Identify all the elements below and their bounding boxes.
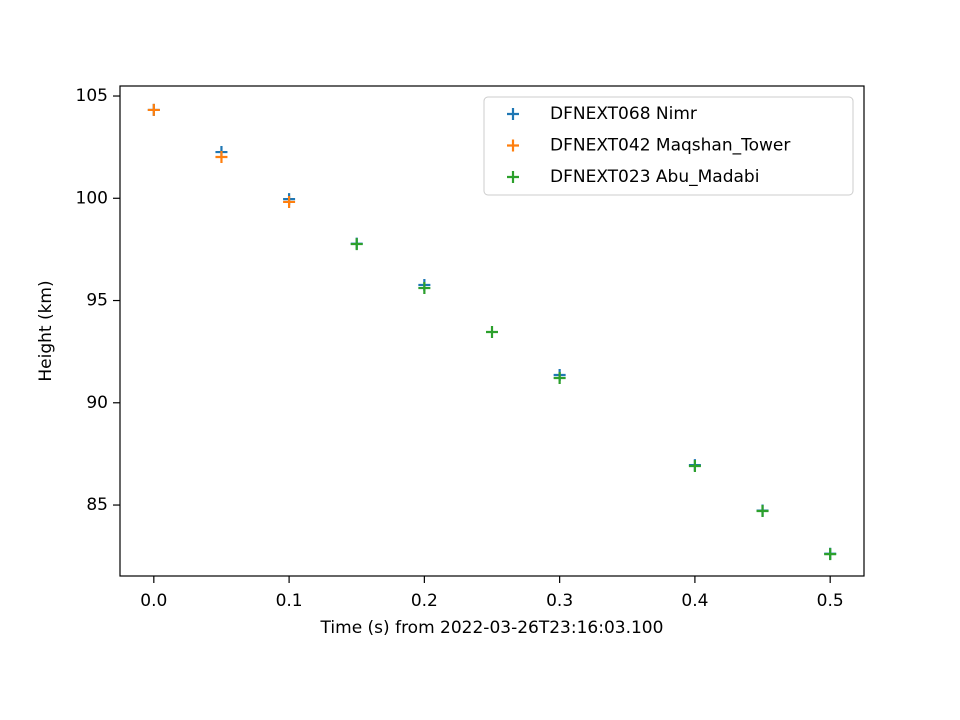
data-point	[824, 548, 837, 561]
x-axis-label: Time (s) from 2022-03-26T23:16:03.100	[320, 618, 664, 638]
legend-box	[483, 96, 854, 196]
y-tick-label: 105	[76, 86, 108, 106]
data-point	[418, 282, 431, 295]
data-point	[350, 238, 363, 251]
plot-frame	[119, 85, 865, 577]
y-tick-label: 85	[86, 495, 108, 515]
data-point	[553, 372, 566, 385]
x-tick-label: 0.5	[817, 591, 844, 611]
y-tick-label: 90	[86, 393, 108, 413]
data-point	[147, 103, 160, 116]
y-tick-label: 95	[86, 291, 108, 311]
data-point	[486, 326, 498, 339]
data-point	[688, 459, 701, 472]
legend-label: DFNEXT068 Nimr	[550, 104, 697, 124]
legend-marker	[507, 139, 519, 152]
x-tick-label: 0.1	[276, 591, 303, 611]
x-tick-label: 0.2	[411, 591, 438, 611]
legend-label: DFNEXT023 Abu_Madabi	[550, 167, 759, 187]
y-axis-label: Height (km)	[36, 280, 56, 381]
x-tick-label: 0.4	[681, 591, 708, 611]
legend-marker	[507, 171, 519, 183]
x-tick-label: 0.3	[546, 591, 573, 611]
y-tick-label: 100	[76, 188, 108, 208]
data-point	[283, 195, 296, 208]
data-point	[215, 150, 228, 163]
data-point	[756, 504, 769, 517]
legend-marker	[507, 108, 519, 120]
legend-label: DFNEXT042 Maqshan_Tower	[550, 136, 790, 156]
x-tick-label: 0.0	[140, 591, 167, 611]
